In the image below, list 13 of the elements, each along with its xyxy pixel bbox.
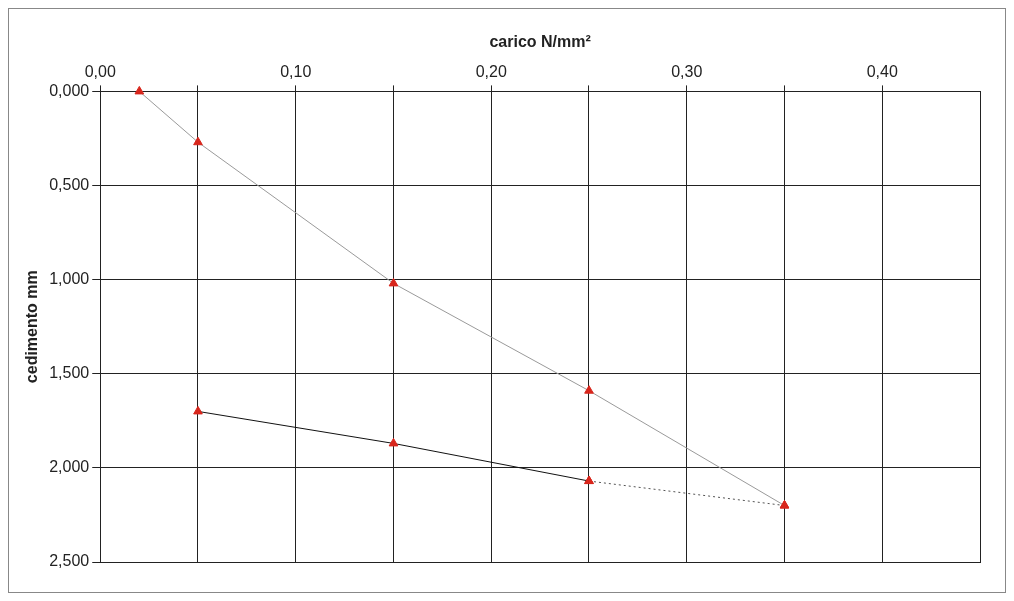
y-tick-label: 0,000 <box>49 81 90 99</box>
y-tick-label: 1,500 <box>49 364 90 382</box>
x-tick-label: 0,00 <box>84 63 116 81</box>
y-tick-label: 1,000 <box>49 270 90 288</box>
x-tick-label: 0,10 <box>280 63 312 81</box>
x-tick-label: 0,40 <box>866 63 898 81</box>
y-tick-label: 0,500 <box>49 175 90 193</box>
y-axis-title: cedimento mm <box>23 270 41 384</box>
x-axis-title: carico N/mm² <box>489 33 591 51</box>
x-tick-label: 0,30 <box>671 63 703 81</box>
y-tick-label: 2,500 <box>49 552 90 570</box>
y-tick-label: 2,000 <box>49 458 90 476</box>
x-tick-label: 0,20 <box>475 63 507 81</box>
